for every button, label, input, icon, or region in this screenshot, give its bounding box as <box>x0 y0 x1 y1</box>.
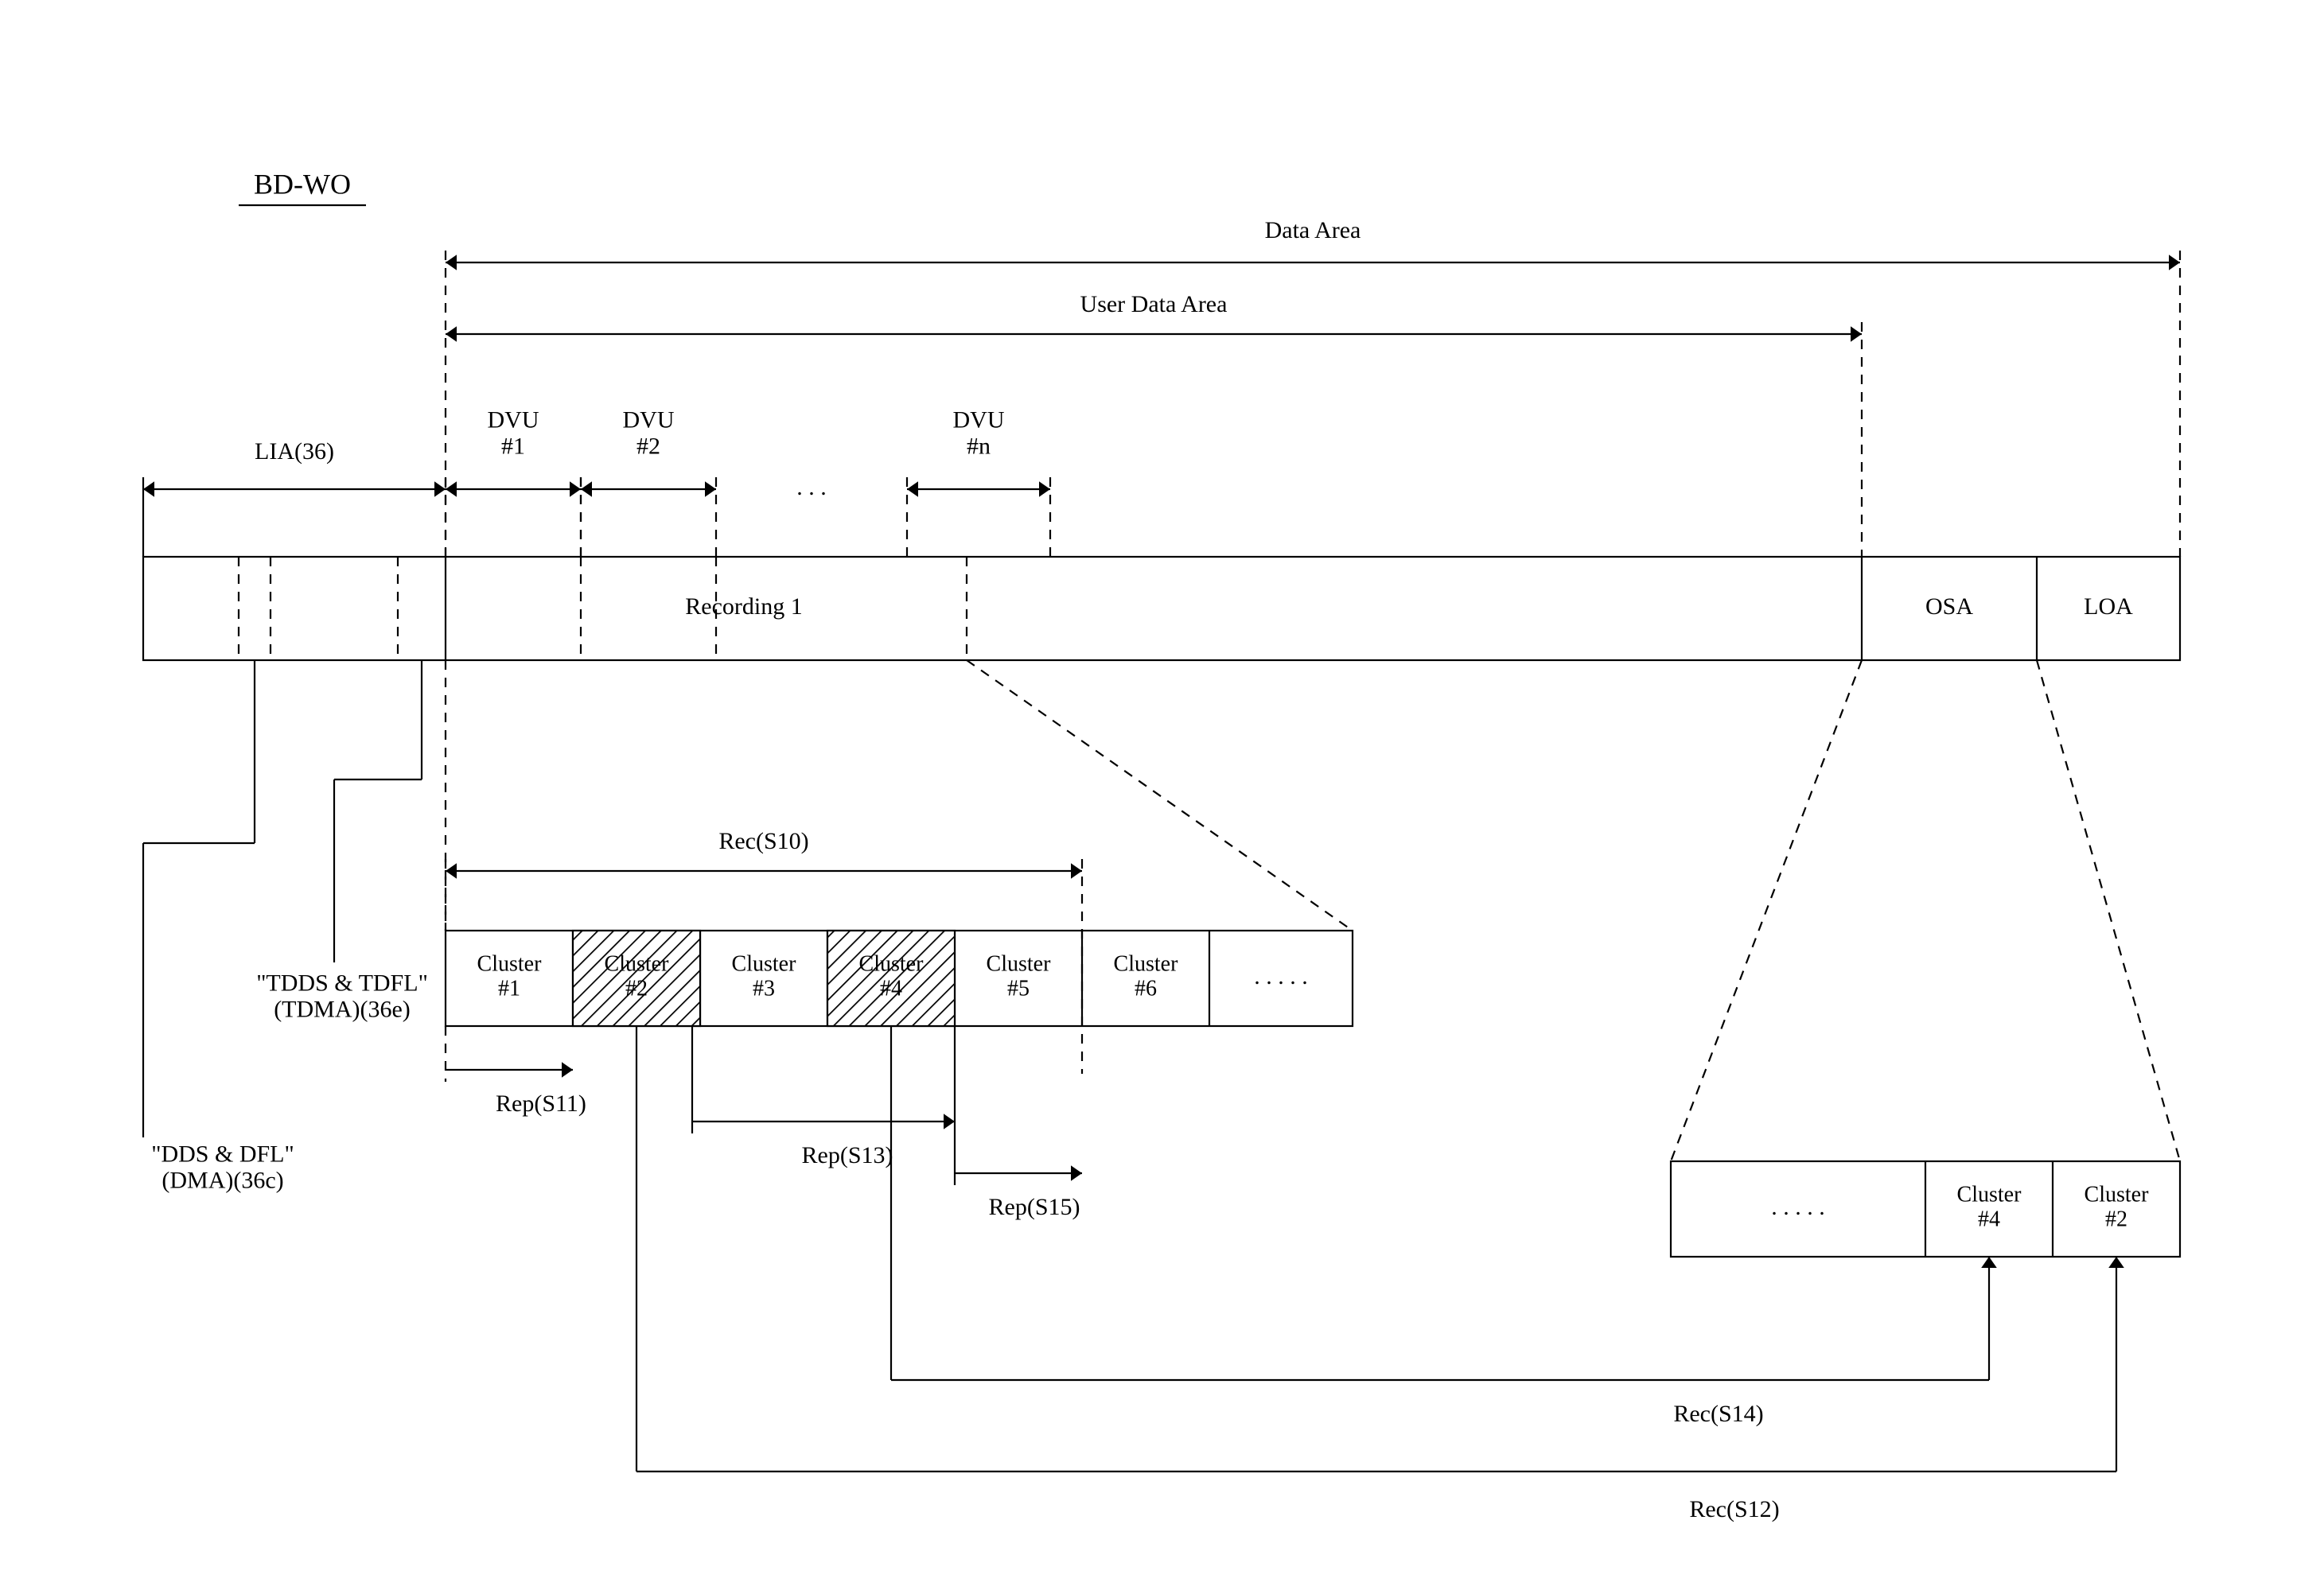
recording-1-label: Recording 1 <box>685 593 802 620</box>
rec-s12-label: Rec(S12) <box>1689 1496 1779 1522</box>
rep-s11-label: Rep(S11) <box>496 1090 586 1117</box>
dvu1-label: DVU#1 <box>488 406 539 459</box>
user-data-area-label: User Data Area <box>1080 291 1228 317</box>
loa-label: LOA <box>2084 593 2133 620</box>
cluster-3-label: Cluster#3 <box>732 952 797 1001</box>
cluster-dots: . . . . . <box>1254 963 1308 989</box>
dvun-label: DVU#n <box>953 406 1005 459</box>
cluster-6-label: Cluster#6 <box>1114 952 1179 1001</box>
tdds-callout: "TDDS & TDFL"(TDMA)(36e) <box>256 970 428 1022</box>
spare-cluster-4: Cluster#4 <box>1957 1183 2022 1232</box>
dvu-dots: . . . <box>796 474 827 500</box>
cluster-1-label: Cluster#1 <box>477 952 543 1001</box>
rep-s13-label: Rep(S13) <box>802 1142 893 1168</box>
osa-label: OSA <box>1925 593 1973 620</box>
cluster-5-label: Cluster#5 <box>987 952 1052 1001</box>
data-area-label: Data Area <box>1265 217 1361 243</box>
dds-callout: "DDS & DFL"(DMA)(36c) <box>151 1141 294 1193</box>
rec-s14-label: Rec(S14) <box>1673 1401 1763 1427</box>
dvu2-label: DVU#2 <box>623 406 675 459</box>
rep-s15-label: Rep(S15) <box>989 1194 1080 1220</box>
diagram-title: BD-WO <box>254 168 351 200</box>
rec-s10-label: Rec(S10) <box>718 828 808 854</box>
lia-label: LIA(36) <box>255 438 334 465</box>
spare-dots: . . . . . <box>1771 1194 1825 1220</box>
spare-cluster-2: Cluster#2 <box>2085 1183 2150 1232</box>
